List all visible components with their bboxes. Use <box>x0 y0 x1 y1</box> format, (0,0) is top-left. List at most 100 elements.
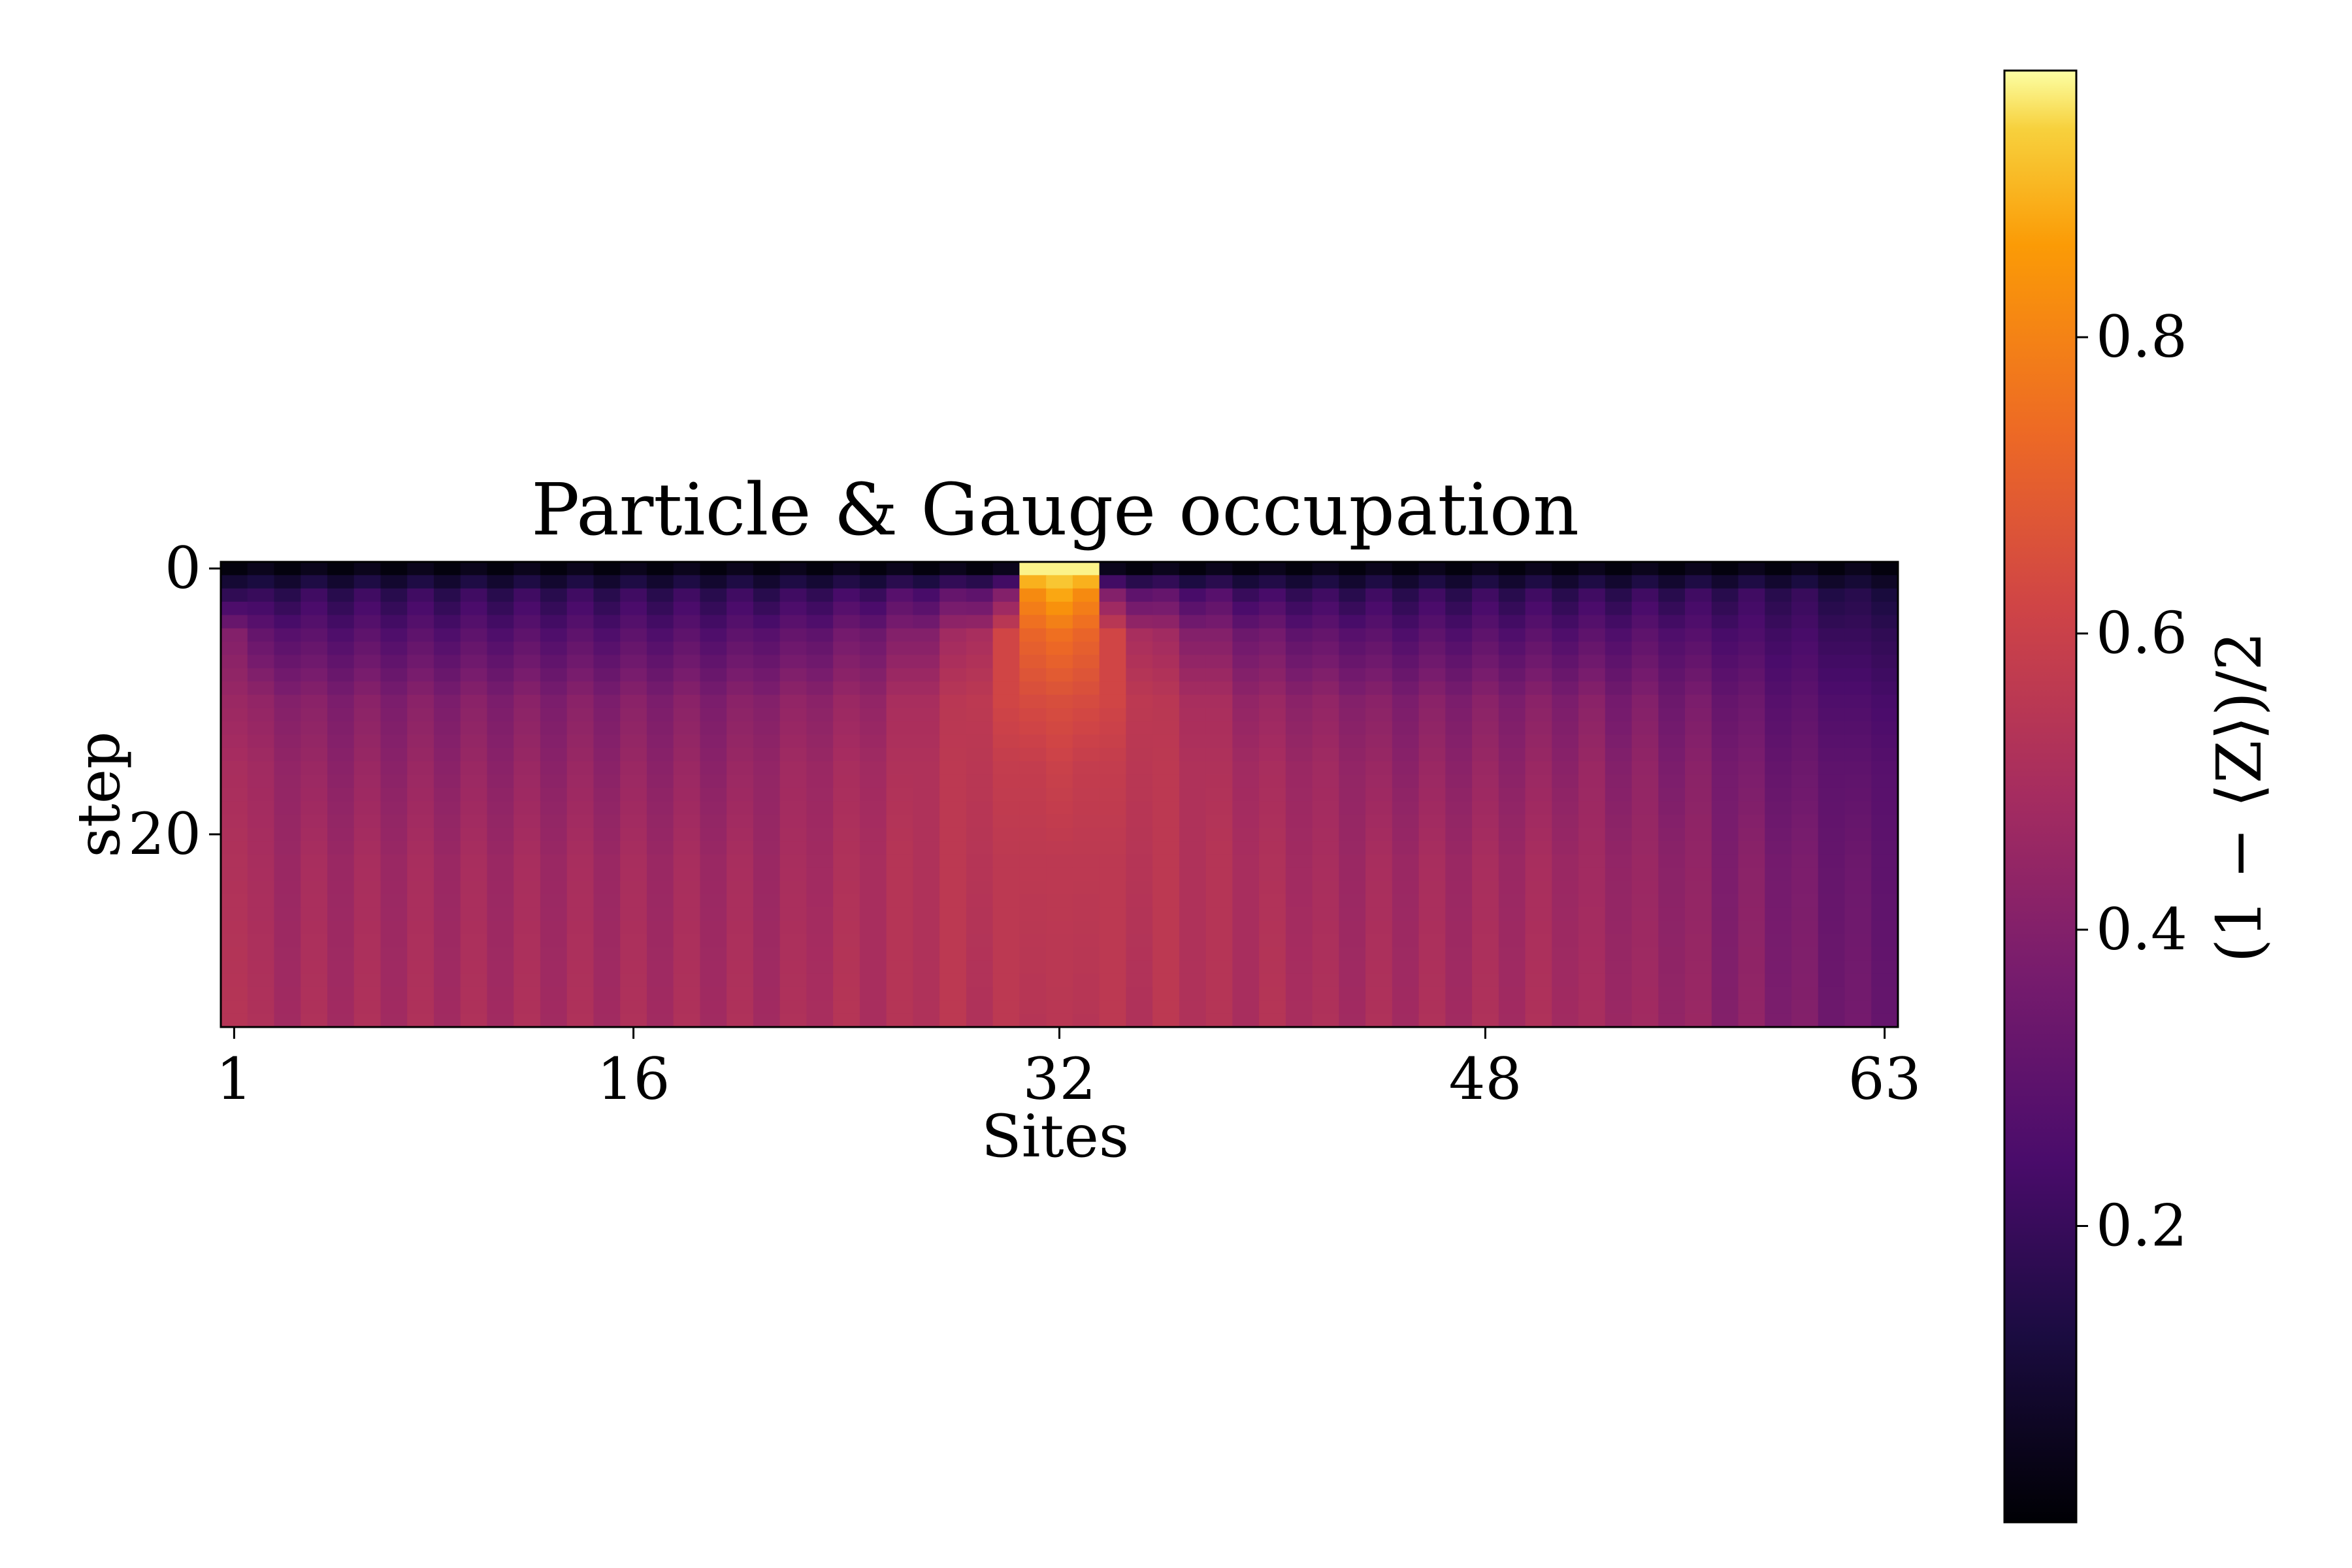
heatmap-cell <box>753 960 781 975</box>
heatmap-cell <box>1312 628 1339 642</box>
heatmap-cell <box>1418 747 1446 762</box>
heatmap-cell <box>1765 708 1792 722</box>
heatmap-cell <box>753 921 781 935</box>
heatmap-cell <box>859 734 887 749</box>
heatmap-cell <box>1259 894 1286 908</box>
heatmap-cell <box>460 934 488 948</box>
heatmap-cell <box>1445 987 1473 1001</box>
heatmap-cell <box>1339 881 1366 895</box>
heatmap-cell <box>1232 881 1260 895</box>
heatmap-cell <box>1418 602 1446 615</box>
heatmap-cell <box>353 681 382 696</box>
heatmap-cell <box>301 668 328 682</box>
heatmap-cell <box>727 814 754 828</box>
heatmap-cell <box>380 588 408 602</box>
heatmap-cell <box>1844 841 1872 855</box>
heatmap-cell <box>247 734 275 749</box>
heatmap-cell <box>1711 721 1739 736</box>
heatmap-cell <box>1791 747 1819 762</box>
heatmap-cell <box>274 747 301 762</box>
heatmap-cell <box>380 894 408 908</box>
heatmap-cell <box>1259 721 1286 736</box>
heatmap-cell <box>221 801 248 815</box>
heatmap-cell <box>1765 867 1792 881</box>
heatmap-cell <box>274 841 301 855</box>
heatmap-cell <box>1871 655 1899 669</box>
heatmap-cell <box>1072 934 1100 948</box>
heatmap-cell <box>274 562 301 576</box>
heatmap-cell <box>859 827 887 841</box>
heatmap-cell <box>593 602 621 615</box>
heatmap-cell <box>753 615 781 629</box>
heatmap-cell <box>966 881 994 895</box>
heatmap-cell <box>1285 854 1313 868</box>
heatmap-cell <box>433 642 461 655</box>
heatmap-cell <box>833 761 860 776</box>
heatmap-cell <box>487 894 514 908</box>
heatmap-cell <box>487 615 514 629</box>
heatmap-cell <box>1578 854 1606 868</box>
heatmap-cell <box>1445 841 1473 855</box>
heatmap-cell <box>806 881 834 895</box>
heatmap-cell <box>1498 575 1526 589</box>
heatmap-cell <box>1019 588 1047 602</box>
heatmap-cell <box>1844 774 1872 789</box>
heatmap-cell <box>247 562 275 576</box>
heatmap-cell <box>460 1000 488 1015</box>
heatmap-cell <box>1605 934 1633 948</box>
heatmap-cell <box>992 841 1020 855</box>
heatmap-cell <box>806 588 834 602</box>
heatmap-cell <box>992 575 1020 589</box>
heatmap-cell <box>727 694 754 709</box>
heatmap-cell <box>1392 628 1420 642</box>
heatmap-cell <box>327 827 355 841</box>
heatmap-cell <box>1765 721 1792 736</box>
heatmap-cell <box>1339 575 1366 589</box>
heatmap-cell <box>1498 655 1526 669</box>
heatmap-cell <box>1765 947 1792 961</box>
heatmap-cell <box>1046 907 1073 921</box>
heatmap-cell <box>1285 694 1313 709</box>
heatmap-cell <box>1126 668 1153 682</box>
heatmap-cell <box>620 1013 647 1028</box>
heatmap-cell <box>1658 987 1686 1001</box>
heatmap-cell <box>1152 854 1180 868</box>
heatmap-cell <box>1472 562 1499 576</box>
heatmap-cell <box>566 1000 595 1015</box>
heatmap-cell <box>939 761 967 776</box>
heatmap-cell <box>274 575 301 589</box>
heatmap-cell <box>859 761 887 776</box>
heatmap-cell <box>1259 668 1286 682</box>
heatmap-cell <box>1099 881 1126 895</box>
heatmap-cell <box>1472 628 1499 642</box>
heatmap-cell <box>327 708 355 722</box>
heatmap-cell <box>992 787 1020 802</box>
heatmap-cell <box>1019 1000 1047 1015</box>
heatmap-cell <box>1205 734 1233 749</box>
heatmap-cell <box>1445 827 1473 841</box>
heatmap-cell <box>1871 801 1899 815</box>
heatmap-cell <box>727 562 754 576</box>
heatmap-cell <box>1046 588 1073 602</box>
heatmap-cell <box>1578 987 1606 1001</box>
heatmap-cell <box>1498 694 1526 709</box>
heatmap-cell <box>1525 960 1552 975</box>
heatmap-cell <box>407 562 434 576</box>
heatmap-cell <box>353 694 382 709</box>
heatmap-cell <box>221 894 248 908</box>
heatmap-cell <box>1339 708 1366 722</box>
heatmap-cell <box>1099 761 1126 776</box>
heatmap-cell <box>460 747 488 762</box>
heatmap-cell <box>833 588 860 602</box>
heatmap-cell <box>1605 774 1633 789</box>
heatmap-cell <box>1392 894 1420 908</box>
heatmap-cell <box>274 708 301 722</box>
heatmap-cell <box>727 801 754 815</box>
heatmap-cell <box>966 1000 994 1015</box>
heatmap-cell <box>646 615 674 629</box>
heatmap-cell <box>1126 841 1153 855</box>
heatmap-cell <box>673 960 701 975</box>
heatmap-cell <box>646 841 674 855</box>
heatmap-cell <box>673 854 701 868</box>
heatmap-cell <box>1472 694 1499 709</box>
